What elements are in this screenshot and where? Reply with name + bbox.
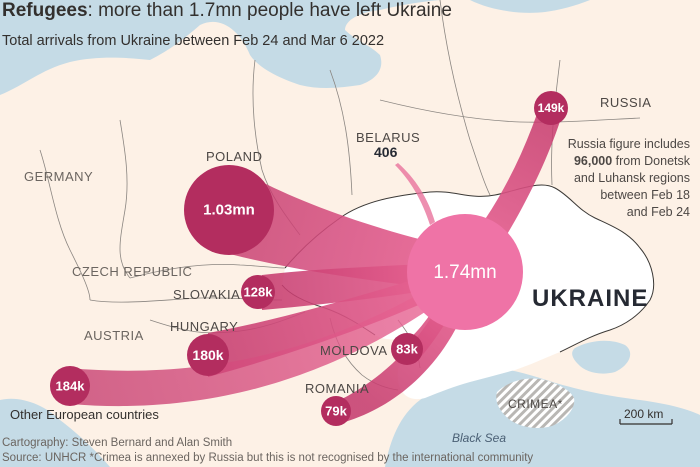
value-hungary: 180k: [192, 347, 224, 363]
value-other-europe: 184k: [55, 378, 85, 394]
russia-note-line1: Russia figure includes: [567, 137, 690, 151]
label-other-europe: Other European countries: [10, 407, 159, 422]
label-austria: AUSTRIA: [84, 328, 144, 343]
russia-note-line5: and Feb 24: [626, 204, 690, 219]
label-romania: ROMANIA: [305, 381, 370, 396]
gulf-of-finland: [470, 0, 590, 13]
value-slovakia: 128k: [243, 284, 273, 300]
label-belarus: BELARUS: [356, 130, 421, 145]
bubble-slovakia: [241, 275, 275, 309]
russia-note: Russia figure includes 96,000 from Donet…: [552, 136, 690, 220]
flow-poland: [230, 170, 465, 292]
bubble-poland: [184, 165, 274, 255]
scale-label: 200 km: [624, 407, 664, 421]
bubble-hungary: [187, 334, 229, 376]
russia-note-line4: between Feb 18: [600, 187, 690, 202]
adriatic-sea: [0, 398, 110, 467]
value-moldova: 83k: [396, 341, 418, 357]
footer-credit: Cartography: Steven Bernard and Alan Smi…: [2, 437, 233, 449]
flow-hungary: [208, 264, 465, 377]
baltic-sea: [0, 0, 440, 95]
label-germany: GERMANY: [24, 169, 94, 184]
crimea-shape: [496, 378, 575, 428]
label-moldova: MOLDOVA: [320, 343, 388, 358]
label-hungary: HUNGARY: [170, 319, 239, 334]
label-russia: RUSSIA: [600, 95, 652, 110]
flow-belarus: [395, 163, 435, 225]
russia-note-line2: 96,000 from Donetsk: [573, 153, 690, 168]
value-russia: 149k: [537, 101, 565, 115]
bubble-russia: [534, 91, 568, 125]
page-subtitle: Total arrivals from Ukraine between Feb …: [2, 33, 385, 49]
scale-bar: [619, 419, 673, 425]
label-black-sea: Black Sea: [452, 431, 507, 445]
value-poland: 1.03mn: [203, 201, 255, 219]
sea-of-azov: [572, 340, 631, 374]
bubble-moldova: [391, 333, 423, 365]
russia-note-line3: and Luhansk regions: [573, 170, 690, 185]
bubble-ukraine-total: [407, 214, 523, 330]
bubble-other-europe: [50, 366, 90, 406]
label-slovakia: SLOVAKIA: [173, 287, 241, 302]
page-title: Refugees: more than 1.7mn people have le…: [2, 0, 452, 21]
bubble-romania: [321, 396, 351, 426]
value-romania: 79k: [325, 403, 347, 419]
flow-other-europe: [68, 268, 465, 407]
label-ukraine: UKRAINE: [532, 285, 649, 312]
footer-source: Source: UNHCR *Crimea is annexed by Russ…: [2, 452, 534, 464]
value-belarus: 406: [374, 144, 398, 160]
label-poland: POLAND: [206, 149, 263, 164]
label-czech: CZECH REPUBLIC: [72, 264, 193, 279]
label-crimea: CRIMEA*: [508, 397, 563, 411]
value-ukraine-total: 1.74mn: [433, 262, 497, 283]
